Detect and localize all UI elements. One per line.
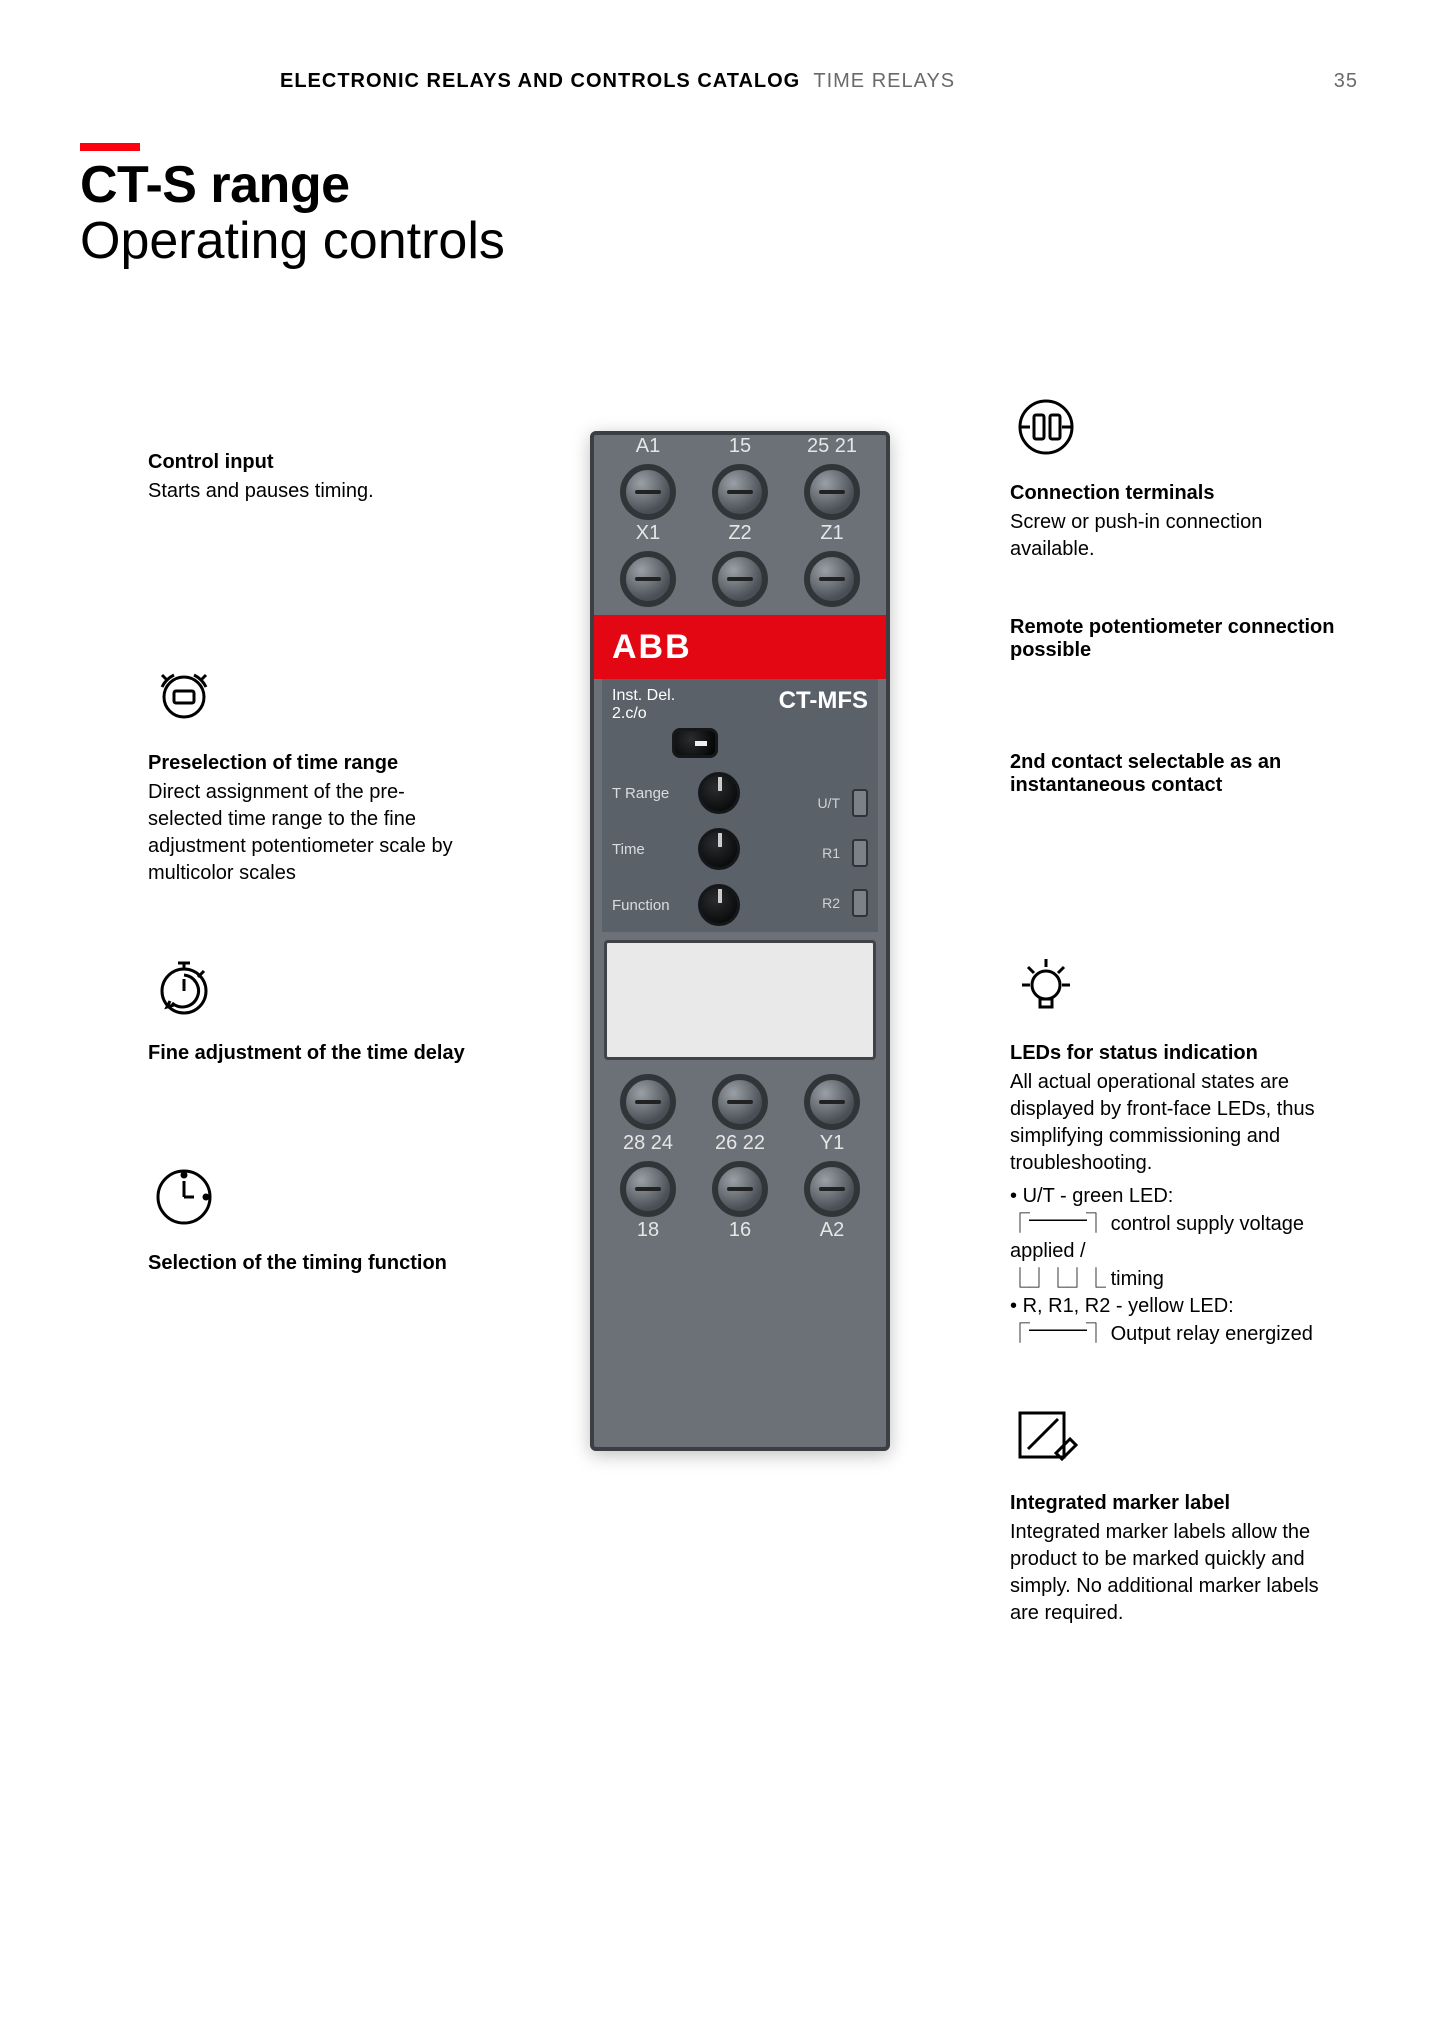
callout-fine-adjustment: Fine adjustment of the time delay <box>148 951 478 1069</box>
screw-terminal <box>620 464 676 520</box>
callout-marker-label: Integrated marker label Integrated marke… <box>1010 1401 1340 1627</box>
selector-switch <box>672 728 718 758</box>
term-row-1 <box>594 458 886 522</box>
screw-terminal <box>620 1074 676 1130</box>
diagram-area: A1 15 25 21 X1 Z2 Z1 ABB <box>80 331 1358 1851</box>
screw-terminal <box>804 551 860 607</box>
term-row-4-labels: 18 16 A2 <box>594 1219 886 1242</box>
screw-terminal <box>804 1074 860 1130</box>
screw-terminal <box>804 1161 860 1217</box>
page-subtitle: Operating controls <box>80 211 1358 271</box>
screw-terminal <box>712 1074 768 1130</box>
screw-terminal <box>620 551 676 607</box>
title-accent-bar <box>80 143 140 151</box>
callout-control-input: Control input Starts and pauses timing. <box>148 451 478 505</box>
relay-device: A1 15 25 21 X1 Z2 Z1 ABB <box>590 431 890 1451</box>
screw-terminal <box>712 1161 768 1217</box>
screw-terminal <box>804 464 860 520</box>
lightbulb-icon <box>1010 951 1340 1028</box>
clock-icon <box>148 1161 478 1238</box>
inst-del-label: Inst. Del. <box>612 687 675 705</box>
co-label: 2.c/o <box>612 705 675 723</box>
plug-icon <box>1010 391 1340 468</box>
term-row-2 <box>594 545 886 609</box>
term-row-2-labels: X1 Z2 Z1 <box>594 522 886 545</box>
callout-connection-terminals: Connection terminals Screw or push-in co… <box>1010 391 1340 563</box>
knob-label-trange: T Range <box>612 785 688 802</box>
led-ut <box>852 789 868 817</box>
marker-label-area <box>604 940 876 1060</box>
header-light: TIME RELAYS <box>813 70 955 92</box>
stopwatch-icon <box>148 951 478 1028</box>
brand-band: ABB <box>594 615 886 679</box>
callout-selection-function: Selection of the timing function <box>148 1161 478 1279</box>
page-title: CT-S range <box>80 155 1358 215</box>
led-r1 <box>852 839 868 867</box>
label-pencil-icon <box>1010 1401 1340 1478</box>
knob-trange <box>698 772 740 814</box>
term-row-3-labels: 28 24 26 22 Y1 <box>594 1132 886 1155</box>
abb-logo: ABB <box>612 628 692 667</box>
term-row-4 <box>594 1155 886 1219</box>
term-row-1-labels: A1 15 25 21 <box>594 435 886 458</box>
knob-function <box>698 884 740 926</box>
term-row-3 <box>594 1068 886 1132</box>
led-r2 <box>852 889 868 917</box>
screw-terminal <box>712 464 768 520</box>
front-panel: Inst. Del. 2.c/o CT-MFS T Range Time <box>602 679 878 932</box>
callout-second-contact: 2nd contact selectable as an instantaneo… <box>1010 751 1340 801</box>
header-bold: ELECTRONIC RELAYS AND CONTROLS CATALOG <box>280 70 800 92</box>
callout-leds: LEDs for status indication All actual op… <box>1010 951 1340 1348</box>
knob-label-function: Function <box>612 897 688 914</box>
callout-preselection: Preselection of time range Direct assign… <box>148 661 478 887</box>
led-list: U/T - green LED:⎾⎻⎻⎻⏋ control supply vol… <box>1010 1183 1340 1348</box>
page-header: ELECTRONIC RELAYS AND CONTROLS CATALOG T… <box>80 70 1358 93</box>
knob-time <box>698 828 740 870</box>
knob-label-time: Time <box>612 841 688 858</box>
page-number: 35 <box>1334 70 1358 93</box>
preselection-icon <box>148 661 478 738</box>
model-label: CT-MFS <box>779 687 868 722</box>
screw-terminal <box>620 1161 676 1217</box>
screw-terminal <box>712 551 768 607</box>
callout-remote-potentiometer: Remote potentiometer connection possible <box>1010 616 1340 666</box>
led-column: U/T R1 R2 <box>817 789 868 917</box>
